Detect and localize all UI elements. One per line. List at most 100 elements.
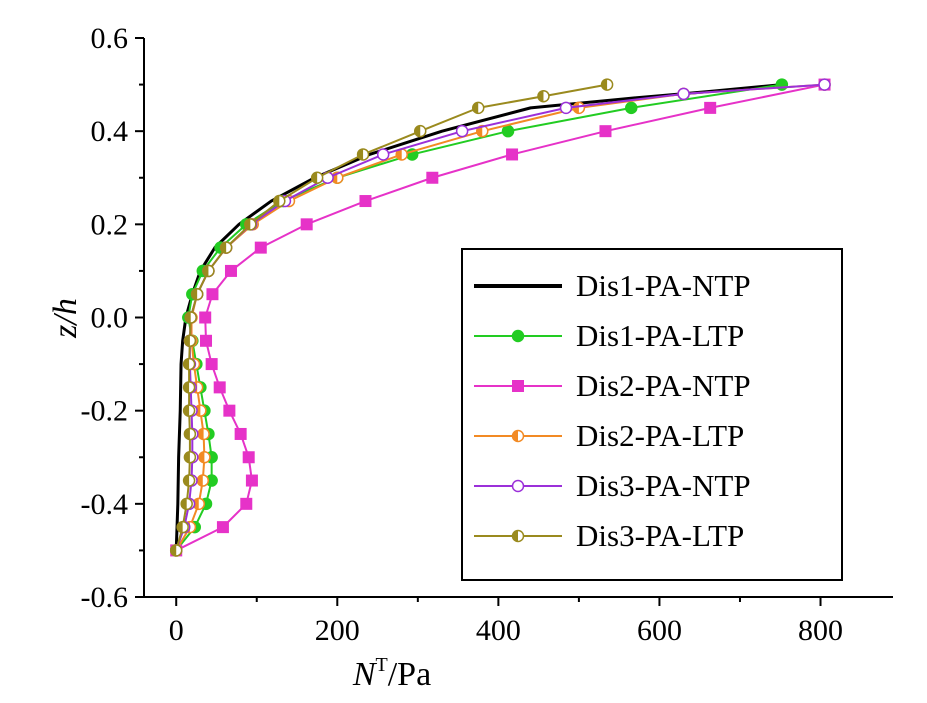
data-point [426,171,439,184]
legend-item: Dis1-PA-LTP [474,318,744,353]
x-tick-label: 200 [315,614,360,647]
x-tick-label: 400 [476,614,521,647]
legend: Dis1-PA-NTP Dis1-PA-LTP Dis2-PA-NTP Dis2-PA… [461,248,843,581]
data-point [572,101,586,115]
data-point [169,544,183,557]
x-axis-superscript: T [376,654,388,676]
data-point [196,474,210,487]
data-point [240,497,253,510]
y-axis-title: z/h [47,298,84,339]
plot-area: 0 200 400 600 800 -0.6 -0.4 -0.2 0.0 0.2 0.4 0.6 [81,22,893,647]
data-point [224,264,237,277]
y-axis-ticks: -0.6 -0.4 -0.2 0.0 0.2 0.4 0.6 [81,22,144,614]
x-axis-ticks: 0 200 400 600 800 [169,597,843,647]
y-tick-label: 0.6 [91,22,129,55]
x-tick-label: 0 [169,614,184,647]
data-point [476,124,489,138]
data-point [197,427,210,441]
data-point [223,404,236,417]
data-point [395,148,408,161]
x-axis-title: NT/Pa [352,654,431,693]
data-point [471,101,485,115]
data-point [206,288,219,301]
data-point [273,194,286,208]
data-point [198,451,211,464]
y-tick-label: -0.4 [81,488,129,521]
y-tick-label: -0.6 [81,581,129,614]
data-point [376,148,390,161]
x-axis-symbol: N [352,656,378,693]
series-dis3-pa-ltp [169,78,614,557]
data-point [300,218,313,231]
data-point [216,521,229,534]
data-point [310,171,324,184]
legend-marker [511,429,525,443]
data-point [176,520,189,534]
data-point [200,334,213,347]
data-point [359,195,372,208]
data-point [413,124,427,138]
data-point [537,89,550,103]
y-tick-label: 0.4 [91,115,129,148]
data-point [219,241,233,254]
data-point [244,218,257,231]
data-point [242,451,255,464]
data-point [599,125,612,138]
data-point [506,148,519,161]
y-tick-label: -0.2 [81,395,129,428]
legend-marker [511,479,525,493]
x-tick-label: 600 [637,614,682,647]
legend-box [461,248,843,581]
series-line [175,83,608,551]
data-point [182,404,196,417]
data-point [184,311,197,324]
data-point [455,124,469,138]
y-axis-rest: /h [47,298,84,326]
data-point [234,427,247,440]
data-point [182,357,196,371]
data-point [205,358,218,371]
data-point [559,101,573,115]
series-dis2-pa-ntp [170,78,831,557]
data-point [254,241,267,254]
legend-item: Dis3-PA-NTP [474,468,751,503]
legend-marker [511,329,525,343]
legend-label: Dis2-PA-LTP [576,418,744,453]
legend-label: Dis2-PA-NTP [576,368,751,403]
data-point [183,427,197,441]
y-axis-symbol: z [47,325,84,339]
data-point [183,451,197,464]
data-point [501,124,515,138]
legend-item: Dis2-PA-NTP [474,368,751,403]
x-axis-unit: /Pa [388,656,431,693]
data-point [202,264,215,278]
legend-item: Dis3-PA-LTP [474,518,744,553]
legend-marker [512,380,524,392]
data-point [245,474,258,487]
data-point [704,101,717,114]
legend-item: Dis1-PA-NTP [474,268,751,303]
y-tick-label: 0.0 [91,302,129,335]
data-point [190,287,204,301]
data-point [182,381,196,394]
legend-label: Dis3-PA-LTP [576,518,744,553]
data-point [182,474,196,487]
legend-label: Dis1-PA-NTP [576,268,751,303]
legend-label: Dis3-PA-NTP [576,468,751,503]
legend-marker [511,529,525,543]
data-point [677,87,690,101]
series-layer [169,78,831,557]
data-point [625,101,638,115]
data-point [818,78,831,91]
data-point [199,311,212,324]
x-tick-label: 800 [798,614,843,647]
legend-item: Dis2-PA-LTP [474,418,744,453]
legend-items: Dis1-PA-NTP Dis1-PA-LTP Dis2-PA-NTP Dis2-PA… [474,268,751,553]
data-point [356,148,370,161]
legend-label: Dis1-PA-LTP [576,318,744,353]
data-point [183,334,197,348]
data-point [180,497,193,511]
data-point [213,381,226,394]
data-point [600,78,614,91]
